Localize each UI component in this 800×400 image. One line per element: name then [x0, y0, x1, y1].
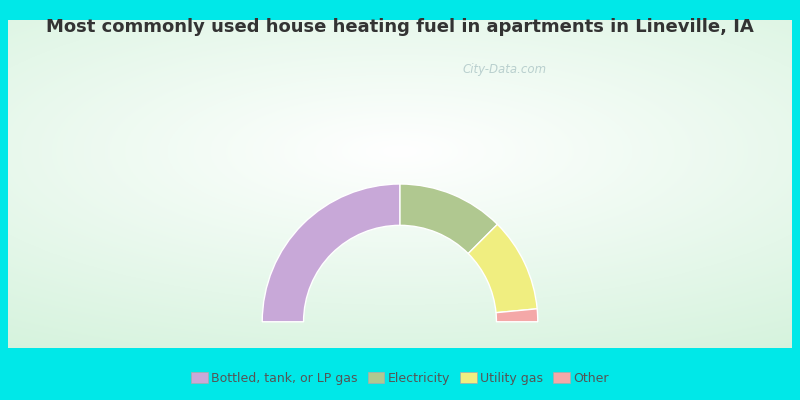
Legend: Bottled, tank, or LP gas, Electricity, Utility gas, Other: Bottled, tank, or LP gas, Electricity, U… [186, 367, 614, 390]
Text: City-Data.com: City-Data.com [463, 63, 547, 76]
Wedge shape [468, 224, 537, 313]
Wedge shape [262, 184, 400, 322]
Wedge shape [496, 309, 538, 322]
Wedge shape [400, 184, 498, 254]
Text: Most commonly used house heating fuel in apartments in Lineville, IA: Most commonly used house heating fuel in… [46, 18, 754, 36]
